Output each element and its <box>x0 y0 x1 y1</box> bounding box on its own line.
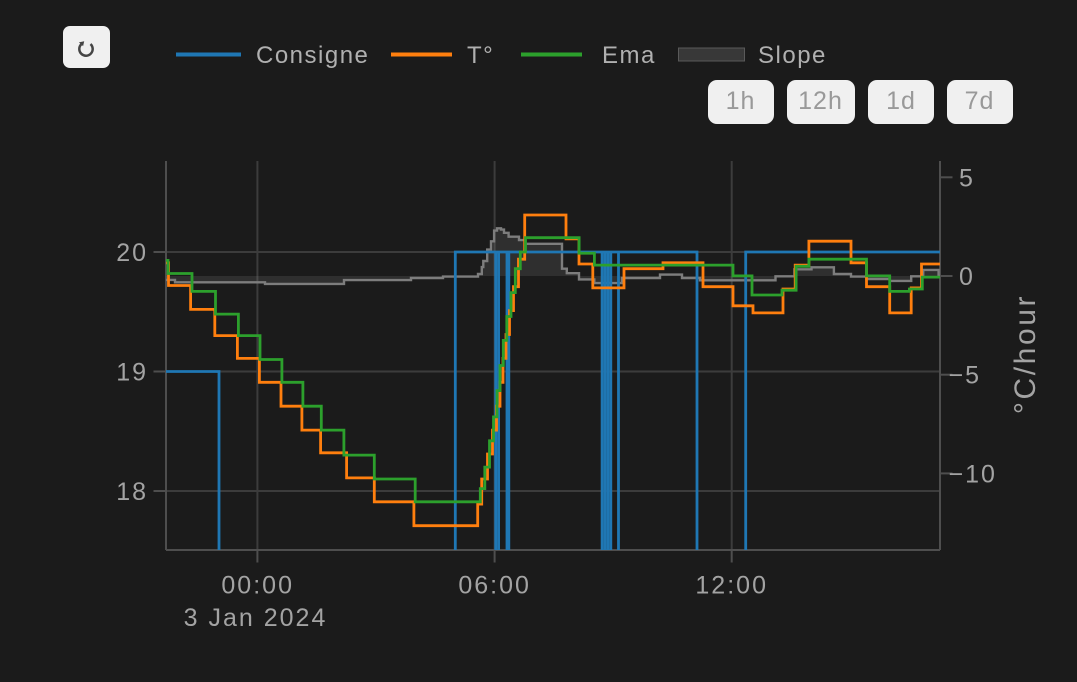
svg-text:18: 18 <box>116 478 148 506</box>
svg-text:5: 5 <box>959 164 975 192</box>
svg-text:19: 19 <box>116 359 148 387</box>
svg-text:20: 20 <box>116 239 148 267</box>
svg-text:0: 0 <box>959 263 975 291</box>
svg-text:−10: −10 <box>949 460 997 488</box>
svg-text:06:00: 06:00 <box>458 572 531 600</box>
svg-text:00:00: 00:00 <box>221 572 294 600</box>
svg-text:−5: −5 <box>949 362 982 390</box>
svg-text:12:00: 12:00 <box>695 572 768 600</box>
svg-text:Ema: Ema <box>602 42 656 69</box>
svg-text:°C/hour: °C/hour <box>1009 294 1042 414</box>
svg-text:3 Jan 2024: 3 Jan 2024 <box>184 604 328 632</box>
svg-text:Slope: Slope <box>758 42 827 69</box>
svg-text:T°: T° <box>467 42 494 69</box>
svg-text:Consigne: Consigne <box>256 42 369 69</box>
